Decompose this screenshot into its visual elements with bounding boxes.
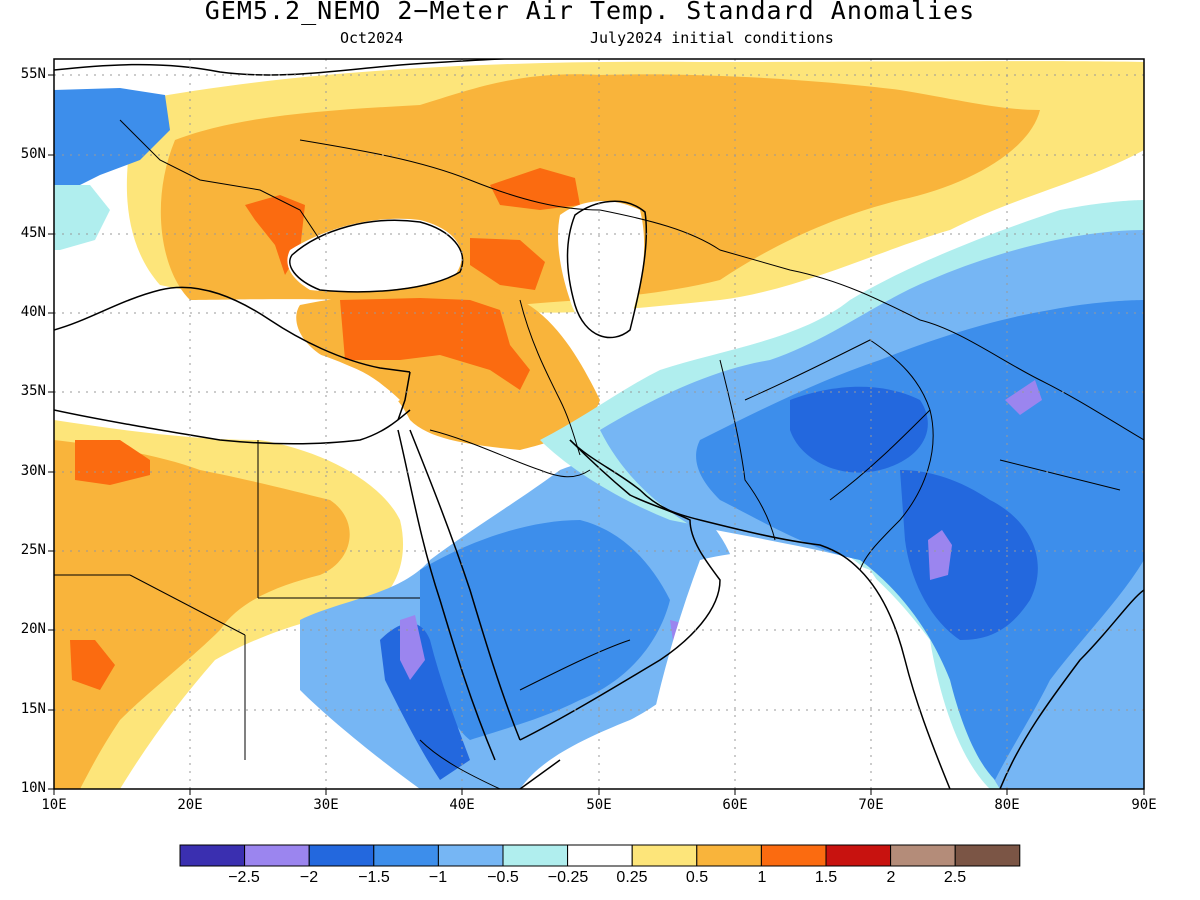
coastlines	[54, 59, 1144, 789]
coast-iran-south	[699, 519, 861, 571]
lon-label-50e: 50E	[586, 797, 612, 813]
colorbar-swatch	[696, 844, 762, 867]
border-libya-chad	[129, 574, 246, 636]
lon-label-40e: 40E	[449, 797, 475, 813]
warm-core-caucasus	[490, 168, 580, 210]
colorbar-swatch	[502, 844, 569, 867]
colorbar-swatch	[567, 844, 633, 867]
cold-core-afghanistan	[790, 386, 928, 473]
cold-anomaly-red-sea-core	[400, 615, 425, 680]
colorbar-swatch	[954, 844, 1021, 867]
tick-marks	[48, 74, 1145, 795]
colorbar-label: −2	[299, 869, 319, 886]
lat-label-35n: 35N	[20, 383, 46, 399]
border-afghanistan-pakistan	[744, 339, 931, 501]
colorbar-swatch	[373, 844, 439, 867]
neutral-black-sea	[287, 218, 462, 292]
colorbar-swatch	[308, 844, 375, 867]
coast-black-sea	[289, 219, 464, 293]
cold-core-india-purple	[928, 530, 952, 580]
colorbar	[179, 844, 1021, 867]
coast-africa-east	[519, 759, 561, 789]
colorbar-swatch	[825, 844, 892, 867]
cold-anomaly-europe	[54, 88, 170, 190]
lon-label-20e: 20E	[177, 797, 203, 813]
colorbar-label: −2.5	[228, 869, 260, 886]
warm-anomaly-north-africa-orange	[54, 440, 350, 789]
coast-red-sea-west	[397, 429, 496, 761]
border-central-europe	[119, 119, 321, 241]
warm-core-chad	[70, 640, 115, 690]
border-yemen-saudi	[519, 639, 631, 691]
coast-arabia	[519, 439, 721, 741]
border-kazakhstan	[599, 209, 921, 321]
lat-label-55n: 55N	[20, 66, 46, 82]
gridlines	[54, 59, 1144, 789]
warm-core-east-turkey	[470, 238, 545, 290]
lat-label-10n: 10N	[20, 780, 46, 796]
colorbar-swatch	[760, 844, 827, 867]
initial-conditions: July2024 initial conditions	[590, 29, 834, 47]
border-russia-ukraine	[299, 139, 601, 211]
coast-red-sea-east	[409, 429, 521, 741]
colorbar-swatch	[631, 844, 698, 867]
lat-label-50n: 50N	[20, 146, 46, 162]
warm-core-libya	[75, 440, 150, 485]
lat-label-20n: 20N	[20, 621, 46, 637]
colorbar-label: −1.5	[358, 869, 390, 886]
lat-label-45n: 45N	[20, 225, 46, 241]
lat-label-25n: 25N	[20, 542, 46, 558]
colorbar-label: 0.5	[685, 869, 709, 886]
cold-anomaly-arabia-mid	[420, 520, 670, 740]
colorbar-label: 2	[886, 869, 896, 886]
coast-india-east	[999, 589, 1144, 789]
colorbar-label: 0.25	[616, 869, 648, 886]
colorbar-swatch	[179, 844, 246, 867]
cold-core-tibet-purple	[1005, 380, 1042, 415]
neutral-mediterranean	[54, 328, 400, 430]
lon-label-60e: 60E	[722, 797, 748, 813]
colorbar-label: −1	[428, 869, 448, 886]
lon-label-30e: 30E	[313, 797, 339, 813]
lat-label-30n: 30N	[20, 463, 46, 479]
colorbar-label: −0.25	[547, 869, 589, 886]
colorbar-label: 1.5	[814, 869, 838, 886]
lon-label-80e: 80E	[994, 797, 1020, 813]
coast-europe-north	[54, 59, 516, 76]
neutral-arabian-sea	[640, 551, 930, 789]
lon-label-10e: 10E	[41, 797, 67, 813]
border-pakistan-india	[859, 409, 934, 571]
colorbar-label: −0.5	[487, 869, 519, 886]
coast-india-west	[859, 569, 951, 789]
colorbar-swatch	[437, 844, 504, 867]
coast-gulf	[569, 439, 701, 521]
colorbar-label: 1	[757, 869, 767, 886]
lat-label-40n: 40N	[20, 304, 46, 320]
forecast-month: Oct2024	[340, 29, 404, 47]
coast-med-north	[54, 286, 411, 373]
colorbar-swatch	[244, 844, 310, 867]
warm-core-turkey-iraq	[340, 298, 530, 390]
colorbar-swatch	[890, 844, 956, 867]
map-title: GEM5.2_NEMO 2−Meter Air Temp. Standard A…	[204, 0, 976, 25]
border-iran-iraq	[519, 299, 581, 456]
lat-label-15n: 15N	[20, 701, 46, 717]
coast-caspian	[566, 200, 648, 339]
border-china-india	[919, 319, 1144, 441]
border-saudi-iraq	[429, 429, 591, 478]
border-india-nepal	[999, 459, 1121, 491]
borders	[54, 119, 1144, 789]
border-ethiopia	[419, 739, 501, 789]
coast-med-south	[54, 409, 411, 445]
lon-label-70e: 70E	[858, 797, 884, 813]
anomaly-field	[54, 59, 1144, 789]
cold-core-india	[900, 470, 1038, 640]
colorbar-label: 2.5	[943, 869, 967, 886]
lon-label-90e: 90E	[1131, 797, 1157, 813]
coast-levant	[397, 371, 411, 421]
